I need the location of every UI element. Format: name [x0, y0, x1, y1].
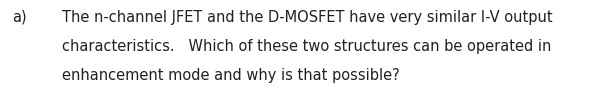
Text: a): a)	[12, 10, 26, 25]
Text: characteristics.   Which of these two structures can be operated in: characteristics. Which of these two stru…	[62, 39, 552, 54]
Text: enhancement mode and why is that possible?: enhancement mode and why is that possibl…	[62, 68, 400, 83]
Text: The n-channel JFET and the D-MOSFET have very similar I-V output: The n-channel JFET and the D-MOSFET have…	[62, 10, 553, 25]
